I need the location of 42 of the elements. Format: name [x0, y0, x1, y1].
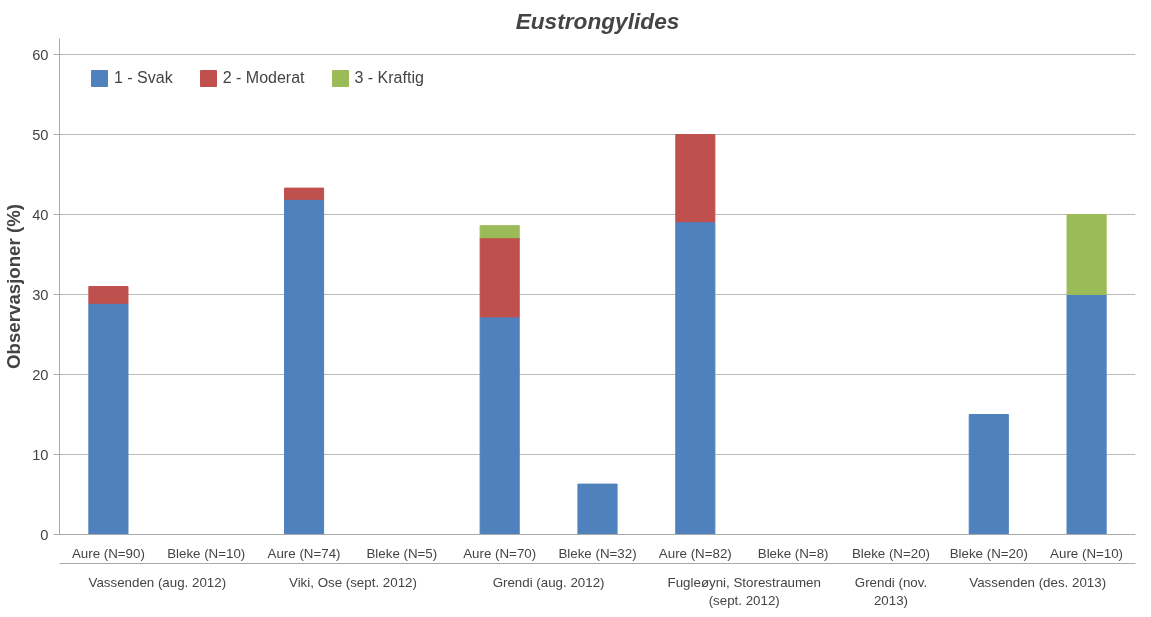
x-tick-label: Aure (N=90) — [71, 545, 145, 561]
y-tick-label: 60 — [32, 46, 49, 63]
text: Vassenden (des. 2013) — [969, 574, 1107, 590]
x-tick-label: Aure (N=74) — [267, 545, 341, 561]
x-tick-label: Bleke (N=20) — [949, 545, 1028, 561]
bar — [968, 414, 1009, 535]
bar — [1066, 214, 1107, 295]
bar — [283, 187, 325, 200]
y-tick-label: 30 — [32, 286, 49, 303]
bar — [675, 221, 716, 535]
bar — [88, 286, 129, 304]
y-tick-label: 50 — [32, 126, 49, 143]
legend-label: 2 - Moderat — [222, 69, 305, 87]
bar — [675, 134, 716, 223]
y-tick-label: 10 — [32, 446, 49, 463]
text: Grendi (nov. 2013) — [854, 574, 928, 608]
chart-title: Eustrongylides — [515, 7, 680, 34]
text: Fugleøyni, Storestraumen (sept. 2012) — [667, 574, 821, 608]
bar — [479, 225, 520, 239]
x-tick-label: Aure (N=70) — [463, 545, 537, 561]
x-tick-label: Bleke (N=20) — [851, 545, 931, 561]
bar — [479, 237, 520, 318]
y-tick-label: 40 — [32, 206, 49, 223]
x-tick-label: Bleke (N=10) — [167, 545, 246, 561]
legend-label: 3 - Kraftig — [354, 69, 424, 87]
bar — [1066, 294, 1107, 535]
bar — [283, 198, 325, 535]
y-tick-label: 20 — [32, 366, 49, 383]
x-tick-label: Bleke (N=8) — [757, 545, 829, 561]
x-tick-label: Aure (N=82) — [658, 545, 732, 561]
text: Viki, Ose (sept. 2012) — [289, 574, 417, 590]
bar — [479, 316, 520, 535]
legend-label: 1 - Svak — [114, 69, 173, 87]
text: Grendi (aug. 2012) — [492, 574, 605, 590]
y-axis-title: Observasjoner (%) — [3, 204, 25, 369]
x-tick-label: Bleke (N=5) — [366, 545, 438, 561]
text: Vassenden (aug. 2012) — [88, 574, 227, 590]
y-tick-label: 0 — [40, 526, 49, 543]
bar — [577, 483, 618, 535]
x-tick-label: Aure (N=10) — [1050, 545, 1124, 561]
x-tick-label: Bleke (N=32) — [558, 545, 637, 561]
bar — [88, 302, 129, 535]
